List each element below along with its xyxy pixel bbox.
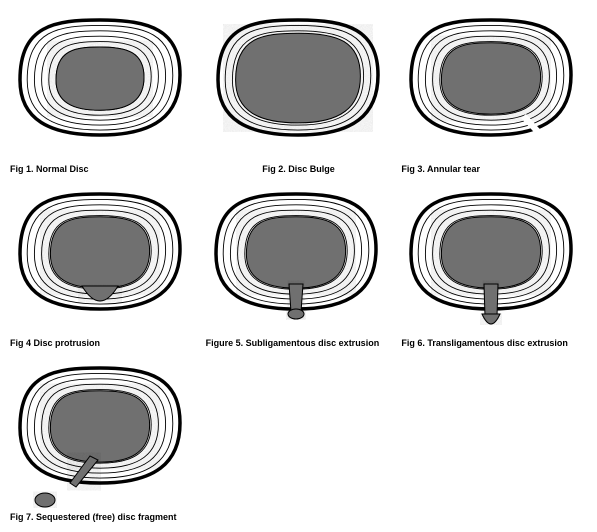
figure-caption: Fig 7. Sequestered (free) disc fragment (10, 512, 177, 522)
figure-cell-fig1: Fig 1. Normal Disc (10, 10, 196, 174)
figure-caption: Fig 3. Annular tear (401, 164, 480, 174)
extrusion-external (482, 314, 500, 324)
disc-figure (10, 358, 190, 508)
figure-caption: Fig 6. Transligamentous disc extrusion (401, 338, 568, 348)
figure-grid: Fig 1. Normal Disc Fig 2. Disc Bulge Fig… (10, 10, 587, 522)
free-fragment (35, 493, 55, 507)
figure-caption: Figure 5. Subligamentous disc extrusion (206, 338, 380, 348)
figure-cell-fig3: Fig 3. Annular tear (401, 10, 587, 174)
disc-figure (10, 10, 190, 160)
disc-figure (206, 184, 386, 334)
figure-caption: Fig 2. Disc Bulge (262, 164, 335, 174)
figure-cell-fig4: Fig 4 Disc protrusion (10, 184, 196, 348)
nucleus (442, 43, 541, 114)
nucleus (50, 391, 149, 462)
disc-figure (401, 184, 581, 334)
disc-figure (10, 184, 190, 334)
nucleus (56, 47, 144, 110)
figure-cell-fig7: Fig 7. Sequestered (free) disc fragment (10, 358, 196, 522)
empty-cell (401, 358, 587, 522)
nucleus (236, 33, 361, 123)
figure-cell-fig6: Fig 6. Transligamentous disc extrusion (401, 184, 587, 348)
nucleus (442, 217, 541, 288)
figure-caption: Fig 4 Disc protrusion (10, 338, 100, 348)
empty-cell (206, 358, 392, 522)
nucleus (246, 217, 345, 288)
nucleus (50, 217, 149, 288)
figure-cell-fig2: Fig 2. Disc Bulge (206, 10, 392, 174)
figure-cell-fig5: Figure 5. Subligamentous disc extrusion (206, 184, 392, 348)
disc-figure (208, 10, 388, 160)
figure-caption: Fig 1. Normal Disc (10, 164, 89, 174)
disc-figure (401, 10, 581, 160)
extrusion-cap (288, 309, 304, 319)
extrusion-stalk (484, 284, 498, 316)
